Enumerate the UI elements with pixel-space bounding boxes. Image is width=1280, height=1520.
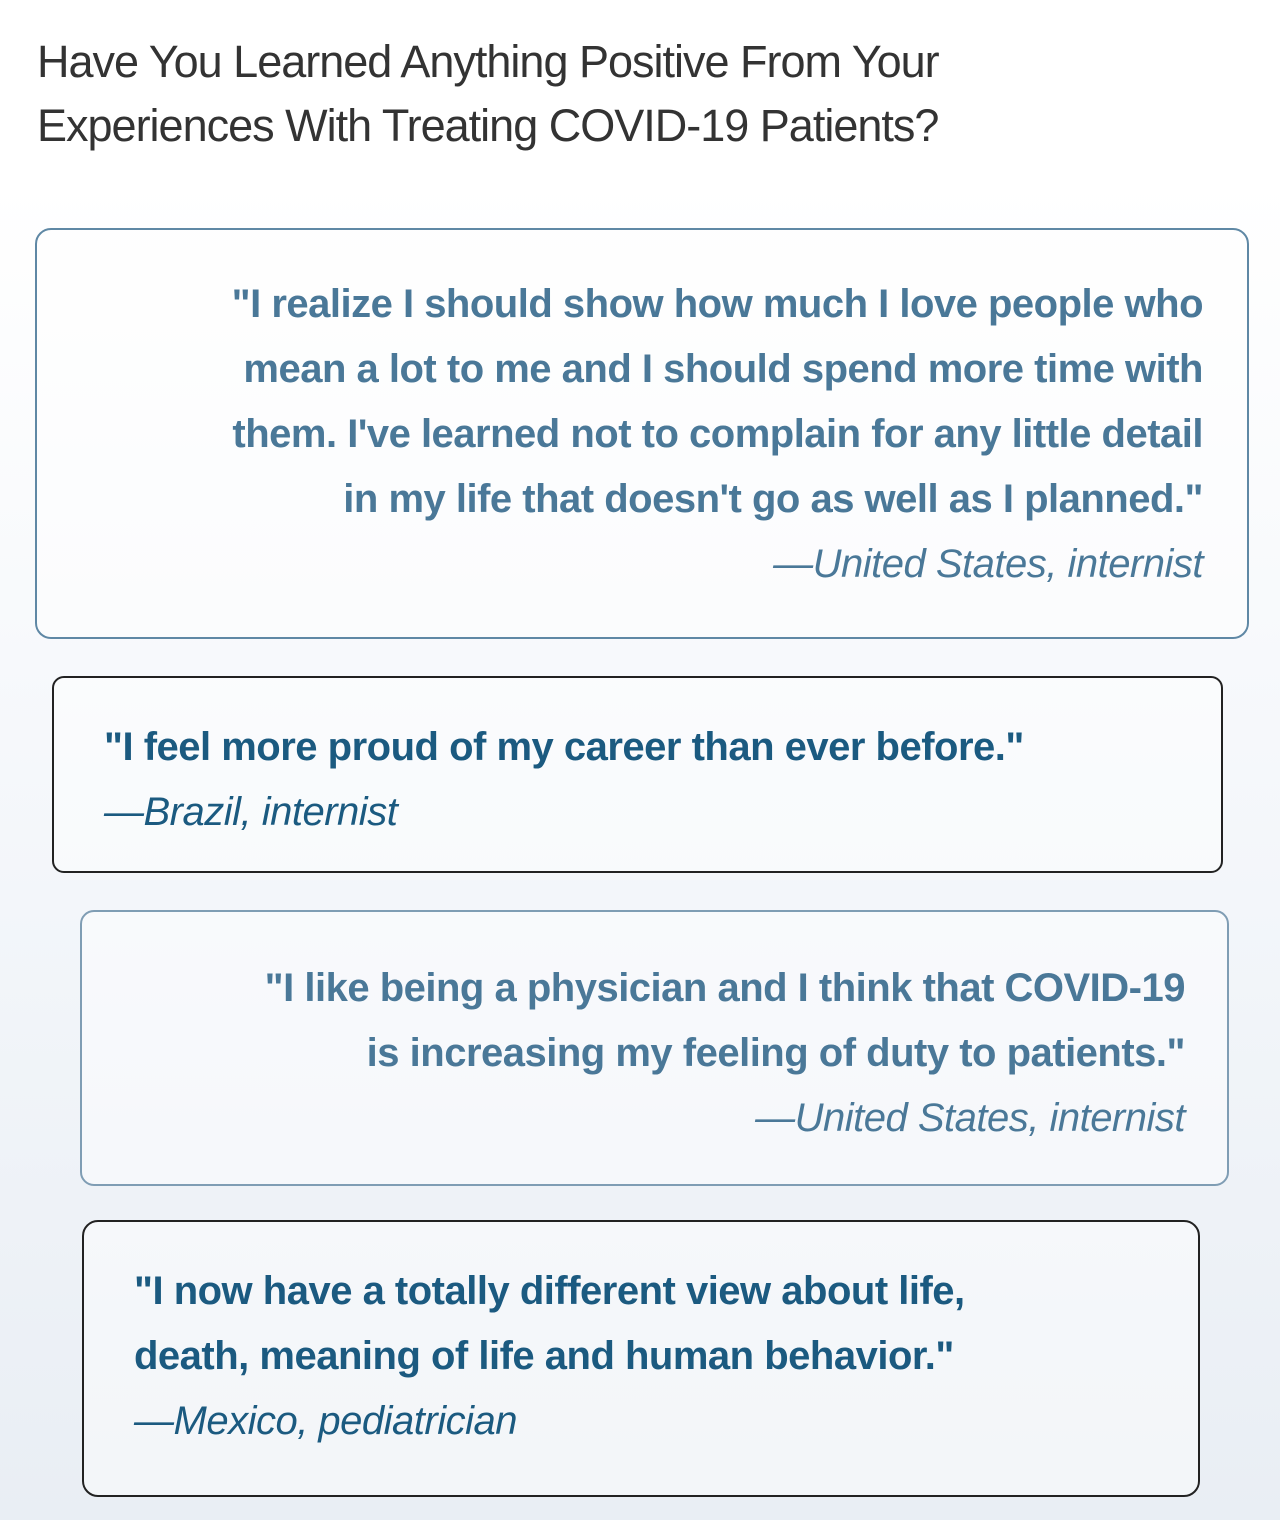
title-line: Experiences With Treating COVID-19 Patie… <box>37 100 939 151</box>
quote-line: "I realize I should show how much I love… <box>231 282 1204 326</box>
title-line: Have You Learned Anything Positive From … <box>37 36 940 87</box>
quote-attribution: —United States, internist <box>755 1096 1185 1140</box>
quote-line: mean a lot to me and I should spend more… <box>243 347 1203 391</box>
quote-card: "I like being a physician and I think th… <box>80 910 1229 1186</box>
quote-card: "I feel more proud of my career than eve… <box>52 676 1223 873</box>
quote-attribution: —Brazil, internist <box>104 790 398 834</box>
title: Have You Learned Anything Positive From … <box>37 30 940 158</box>
quote-line: in my life that doesn't go as well as I … <box>343 477 1203 521</box>
quote-card: "I realize I should show how much I love… <box>35 228 1249 639</box>
quote-card: "I now have a totally different view abo… <box>82 1220 1200 1497</box>
quote-line: death, meaning of life and human behavio… <box>134 1334 954 1378</box>
quote-line: is increasing my feeling of duty to pati… <box>366 1031 1186 1075</box>
quote-attribution: —United States, internist <box>773 542 1203 586</box>
quote-line: "I like being a physician and I think th… <box>264 966 1186 1010</box>
quote-line: "I now have a totally different view abo… <box>134 1269 965 1313</box>
quote-line: them. I've learned not to complain for a… <box>232 412 1203 456</box>
quote-attribution: —Mexico, pediatrician <box>134 1399 518 1443</box>
quote-line: "I feel more proud of my career than eve… <box>104 725 1024 769</box>
